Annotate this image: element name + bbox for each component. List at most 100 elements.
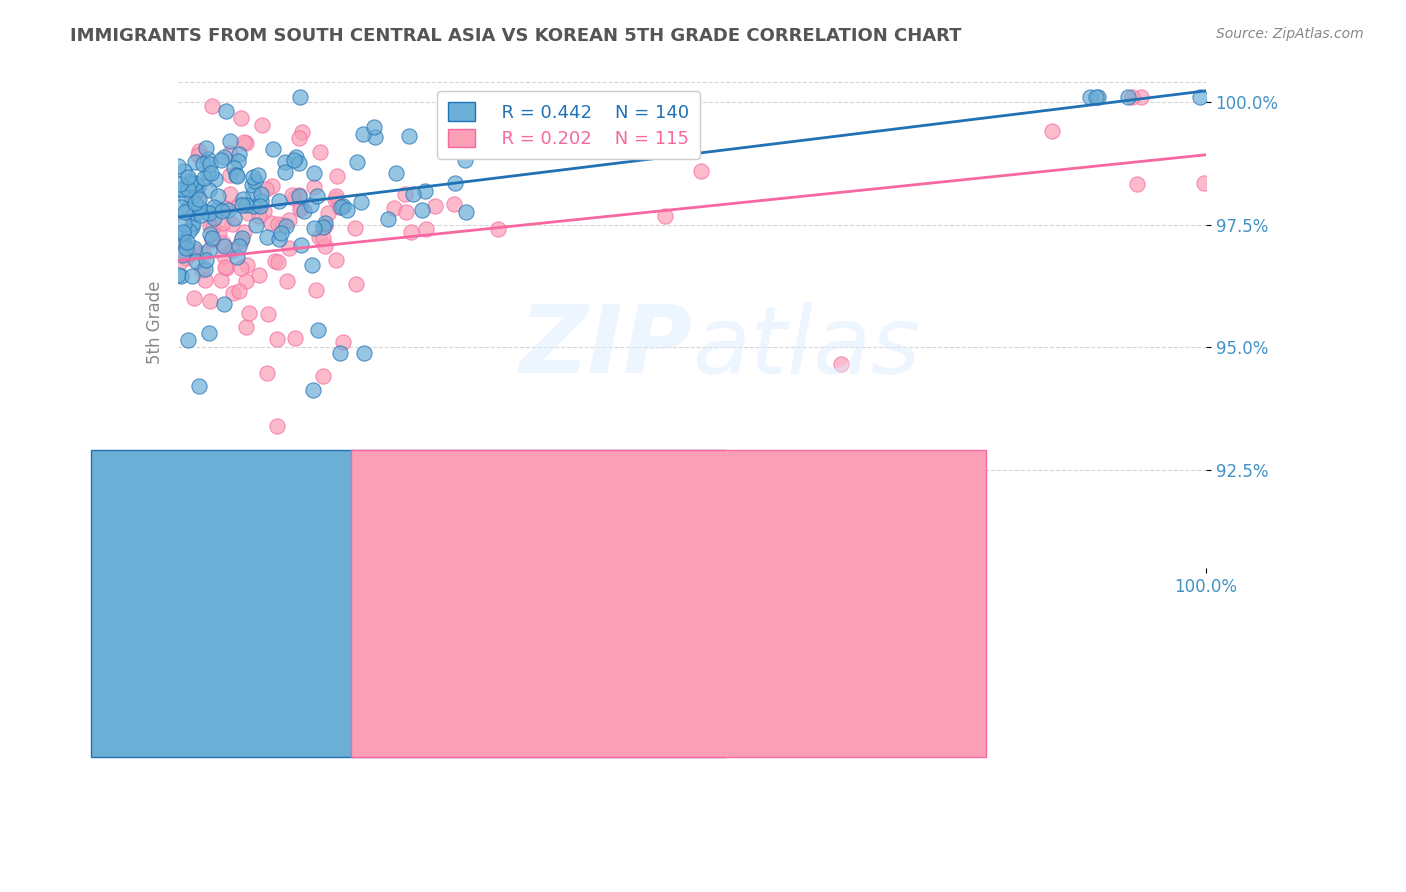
Immigrants from South Central Asia [172, 235, 194, 249]
Koreans [169, 255, 191, 269]
Koreans [235, 136, 257, 151]
Koreans [250, 118, 273, 132]
Immigrants from South Central Asia [197, 166, 219, 180]
Koreans [434, 120, 457, 134]
Immigrants from South Central Asia [200, 166, 222, 180]
Koreans [314, 219, 336, 234]
Koreans [301, 477, 323, 491]
Immigrants from South Central Asia [302, 221, 325, 235]
Immigrants from South Central Asia [179, 174, 201, 188]
Immigrants from South Central Asia [183, 241, 205, 255]
Immigrants from South Central Asia [402, 186, 425, 201]
Immigrants from South Central Asia [377, 211, 399, 226]
Koreans [689, 164, 711, 178]
Immigrants from South Central Asia [1116, 90, 1139, 104]
Koreans [184, 480, 207, 494]
Immigrants from South Central Asia [201, 231, 224, 245]
Koreans [314, 239, 336, 253]
Koreans [193, 273, 215, 287]
Immigrants from South Central Asia [179, 176, 201, 190]
Koreans [229, 234, 252, 248]
Immigrants from South Central Asia [225, 168, 247, 182]
Koreans [190, 262, 212, 277]
Koreans [221, 243, 243, 257]
Koreans [179, 186, 201, 201]
Koreans [523, 122, 546, 136]
Koreans [172, 234, 194, 248]
Koreans [187, 148, 209, 162]
Koreans [229, 261, 252, 276]
Immigrants from South Central Asia [184, 195, 207, 210]
Immigrants from South Central Asia [364, 129, 387, 144]
Koreans [179, 207, 201, 221]
Immigrants from South Central Asia [226, 153, 249, 168]
Koreans [281, 188, 304, 202]
Immigrants from South Central Asia [176, 333, 198, 347]
Immigrants from South Central Asia [267, 232, 290, 246]
Immigrants from South Central Asia [242, 186, 264, 200]
Koreans [405, 470, 427, 484]
Koreans [290, 201, 312, 215]
Koreans [278, 213, 301, 227]
Immigrants from South Central Asia [274, 154, 297, 169]
Koreans [1192, 176, 1215, 190]
Koreans [174, 251, 197, 265]
Immigrants from South Central Asia [301, 258, 323, 272]
Koreans [218, 186, 240, 201]
Text: atlas: atlas [692, 301, 920, 392]
Koreans [198, 219, 221, 233]
Immigrants from South Central Asia [1188, 90, 1211, 104]
Koreans [443, 197, 465, 211]
Immigrants from South Central Asia [283, 153, 305, 167]
Koreans [1040, 124, 1063, 138]
Immigrants from South Central Asia [191, 157, 214, 171]
Koreans [395, 205, 418, 219]
Immigrants from South Central Asia [177, 223, 200, 237]
Koreans [221, 217, 243, 231]
Immigrants from South Central Asia [243, 174, 266, 188]
Immigrants from South Central Asia [228, 147, 250, 161]
Immigrants from South Central Asia [329, 346, 352, 360]
Immigrants from South Central Asia [188, 379, 211, 393]
Immigrants from South Central Asia [214, 239, 236, 253]
Immigrants from South Central Asia [202, 200, 225, 214]
Koreans [382, 201, 405, 215]
Koreans [215, 496, 238, 510]
Koreans [214, 260, 236, 274]
Koreans [308, 230, 330, 244]
Koreans [1126, 177, 1149, 191]
Immigrants from South Central Asia [214, 104, 236, 119]
Immigrants from South Central Asia [302, 166, 325, 180]
Immigrants from South Central Asia [198, 206, 221, 220]
Immigrants from South Central Asia [305, 188, 328, 202]
Koreans [266, 332, 288, 346]
Immigrants from South Central Asia [274, 165, 297, 179]
Immigrants from South Central Asia [398, 129, 420, 144]
Immigrants from South Central Asia [184, 253, 207, 268]
Immigrants from South Central Asia [181, 268, 204, 283]
Immigrants from South Central Asia [219, 134, 242, 148]
Koreans [211, 236, 233, 251]
Immigrants from South Central Asia [197, 244, 219, 258]
Immigrants from South Central Asia [352, 127, 374, 141]
Koreans [283, 191, 305, 205]
Koreans [191, 246, 214, 260]
Immigrants from South Central Asia [288, 90, 311, 104]
Immigrants from South Central Asia [183, 155, 205, 169]
Immigrants from South Central Asia [197, 152, 219, 166]
Koreans [202, 220, 225, 235]
Koreans [187, 189, 209, 203]
Koreans [201, 99, 224, 113]
Immigrants from South Central Asia [183, 177, 205, 191]
Koreans [398, 467, 420, 482]
Immigrants from South Central Asia [269, 194, 291, 209]
Koreans [287, 187, 309, 202]
Immigrants from South Central Asia [174, 241, 197, 255]
Koreans [332, 335, 354, 350]
Immigrants from South Central Asia [186, 184, 208, 198]
Immigrants from South Central Asia [193, 171, 215, 186]
Y-axis label: 5th Grade: 5th Grade [146, 281, 165, 365]
Koreans [233, 135, 256, 149]
Text: ZIP: ZIP [519, 301, 692, 393]
Immigrants from South Central Asia [350, 195, 373, 210]
